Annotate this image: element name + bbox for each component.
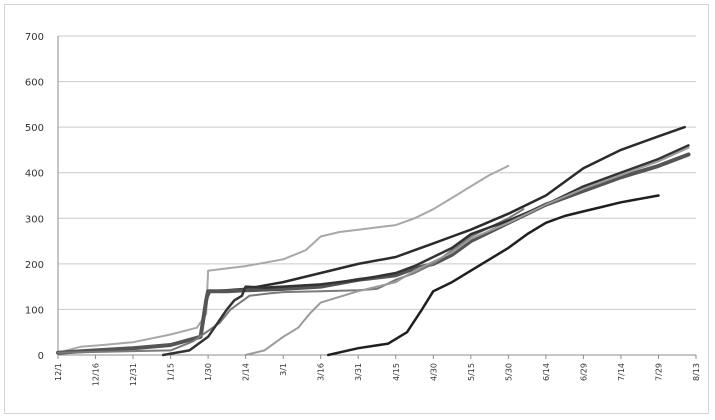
y-tick-label: 100: [25, 305, 44, 316]
series-line-6: [244, 146, 690, 356]
x-tick-label: 6/14: [542, 363, 551, 381]
axes: [57, 36, 697, 359]
x-tick-label: 7/29: [654, 363, 663, 381]
x-tick-label: 12/16: [92, 363, 101, 386]
x-tick-label: 1/15: [167, 363, 176, 381]
y-tick-label: 500: [25, 123, 44, 134]
x-tick-label: 8/13: [692, 363, 701, 381]
x-tick-label: 7/14: [617, 363, 626, 381]
x-tick-label: 2/14: [242, 363, 251, 381]
y-axis-tick-labels: 0 100 200 300 400 500 600 700: [25, 32, 44, 362]
x-tick-label: 5/15: [467, 363, 476, 381]
y-tick-label: 300: [25, 214, 44, 225]
y-tick-label: 700: [25, 32, 44, 43]
x-tick-label: 4/30: [429, 363, 438, 381]
series-lines: [56, 125, 691, 357]
x-tick-label: 6/29: [579, 363, 588, 381]
series-line-7: [326, 194, 660, 357]
x-tick-label: 3/31: [354, 363, 363, 381]
x-axis-tick-labels: 12/1 12/16 12/31 1/15 1/30 2/14 3/1 3/16 3/31 4/1…: [54, 363, 701, 386]
x-tick-label: 1/30: [204, 363, 213, 381]
x-tick-label: 4/15: [392, 363, 401, 381]
gridlines: [58, 35, 696, 310]
y-tick-label: 200: [25, 260, 44, 271]
x-tick-label: 12/31: [129, 363, 138, 386]
series-line-5: [161, 144, 690, 357]
x-tick-label: 3/16: [317, 363, 326, 381]
x-tick-label: 5/30: [504, 363, 513, 381]
y-tick-label: 600: [25, 78, 44, 89]
x-tick-label: 12/1: [54, 363, 63, 381]
y-tick-label: 400: [25, 169, 44, 180]
y-tick-label: 0: [38, 351, 44, 362]
x-tick-label: 3/1: [279, 363, 288, 376]
series-line-1: [57, 164, 510, 354]
series-line-2: [56, 125, 686, 354]
